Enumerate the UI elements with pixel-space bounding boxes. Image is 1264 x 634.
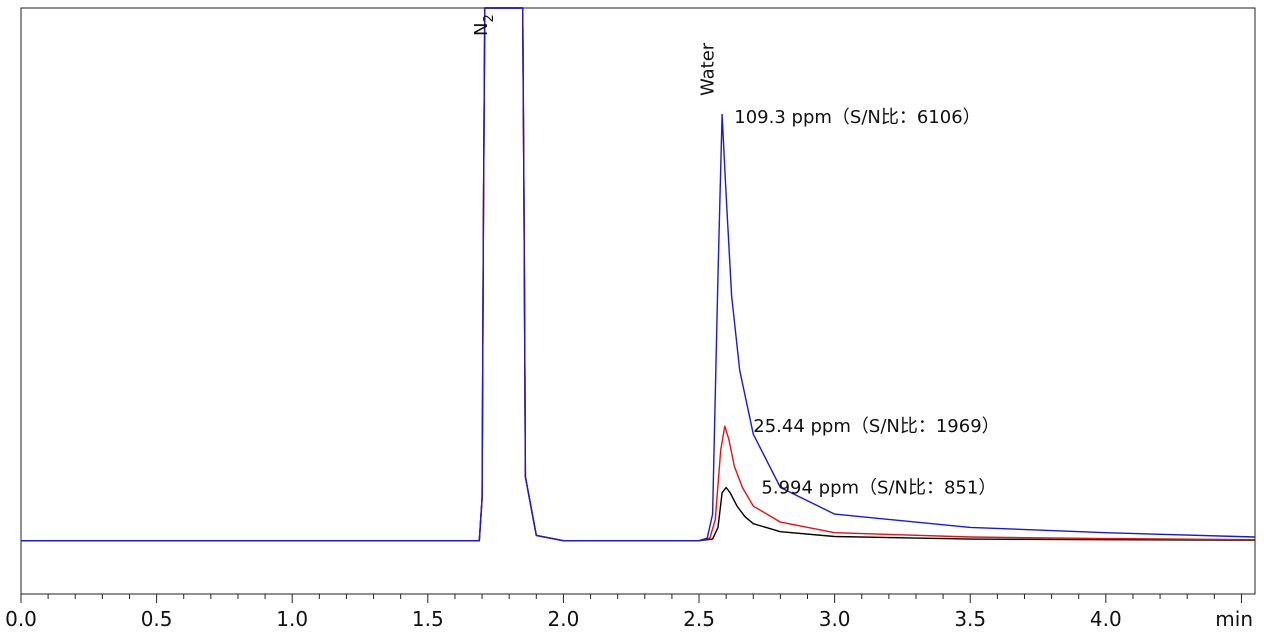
peak-label-n2: N2 — [471, 14, 497, 36]
x-axis: 0.0 0.5 1.0 1.5 2.0 2.5 3.0 3.5 4.0 min — [5, 594, 1253, 631]
peak-annotation-0: 109.3 ppm（S/N比：6106） — [734, 107, 980, 128]
x-tick-label: 3.5 — [954, 607, 986, 631]
peak-label-water: Water — [697, 42, 718, 96]
series-line-0 — [21, 7, 1256, 542]
peak-annotation-1: 25.44 ppm（S/N比：1969） — [753, 416, 999, 437]
x-tick-label: 2.0 — [548, 607, 580, 631]
x-tick-label: 2.5 — [683, 607, 715, 631]
x-tick-label: 1.0 — [276, 607, 308, 631]
series-layer — [21, 7, 1256, 542]
x-unit-label: min — [1215, 607, 1253, 631]
plot-frame — [20, 7, 1256, 595]
x-tick-label: 3.0 — [819, 607, 851, 631]
series-line-2 — [21, 7, 1256, 542]
peak-annotation-2: 5.994 ppm（S/N比：851） — [761, 477, 996, 498]
x-tick-label: 0.0 — [5, 607, 37, 631]
x-tick-label: 1.5 — [412, 607, 444, 631]
x-tick-label: 0.5 — [141, 607, 173, 631]
annotation-layer: N2 Water 109.3 ppm（S/N比：6106） 25.44 ppm（S/N… — [471, 14, 1000, 498]
x-tick-label: 4.0 — [1090, 607, 1122, 631]
series-line-1 — [21, 7, 1256, 542]
